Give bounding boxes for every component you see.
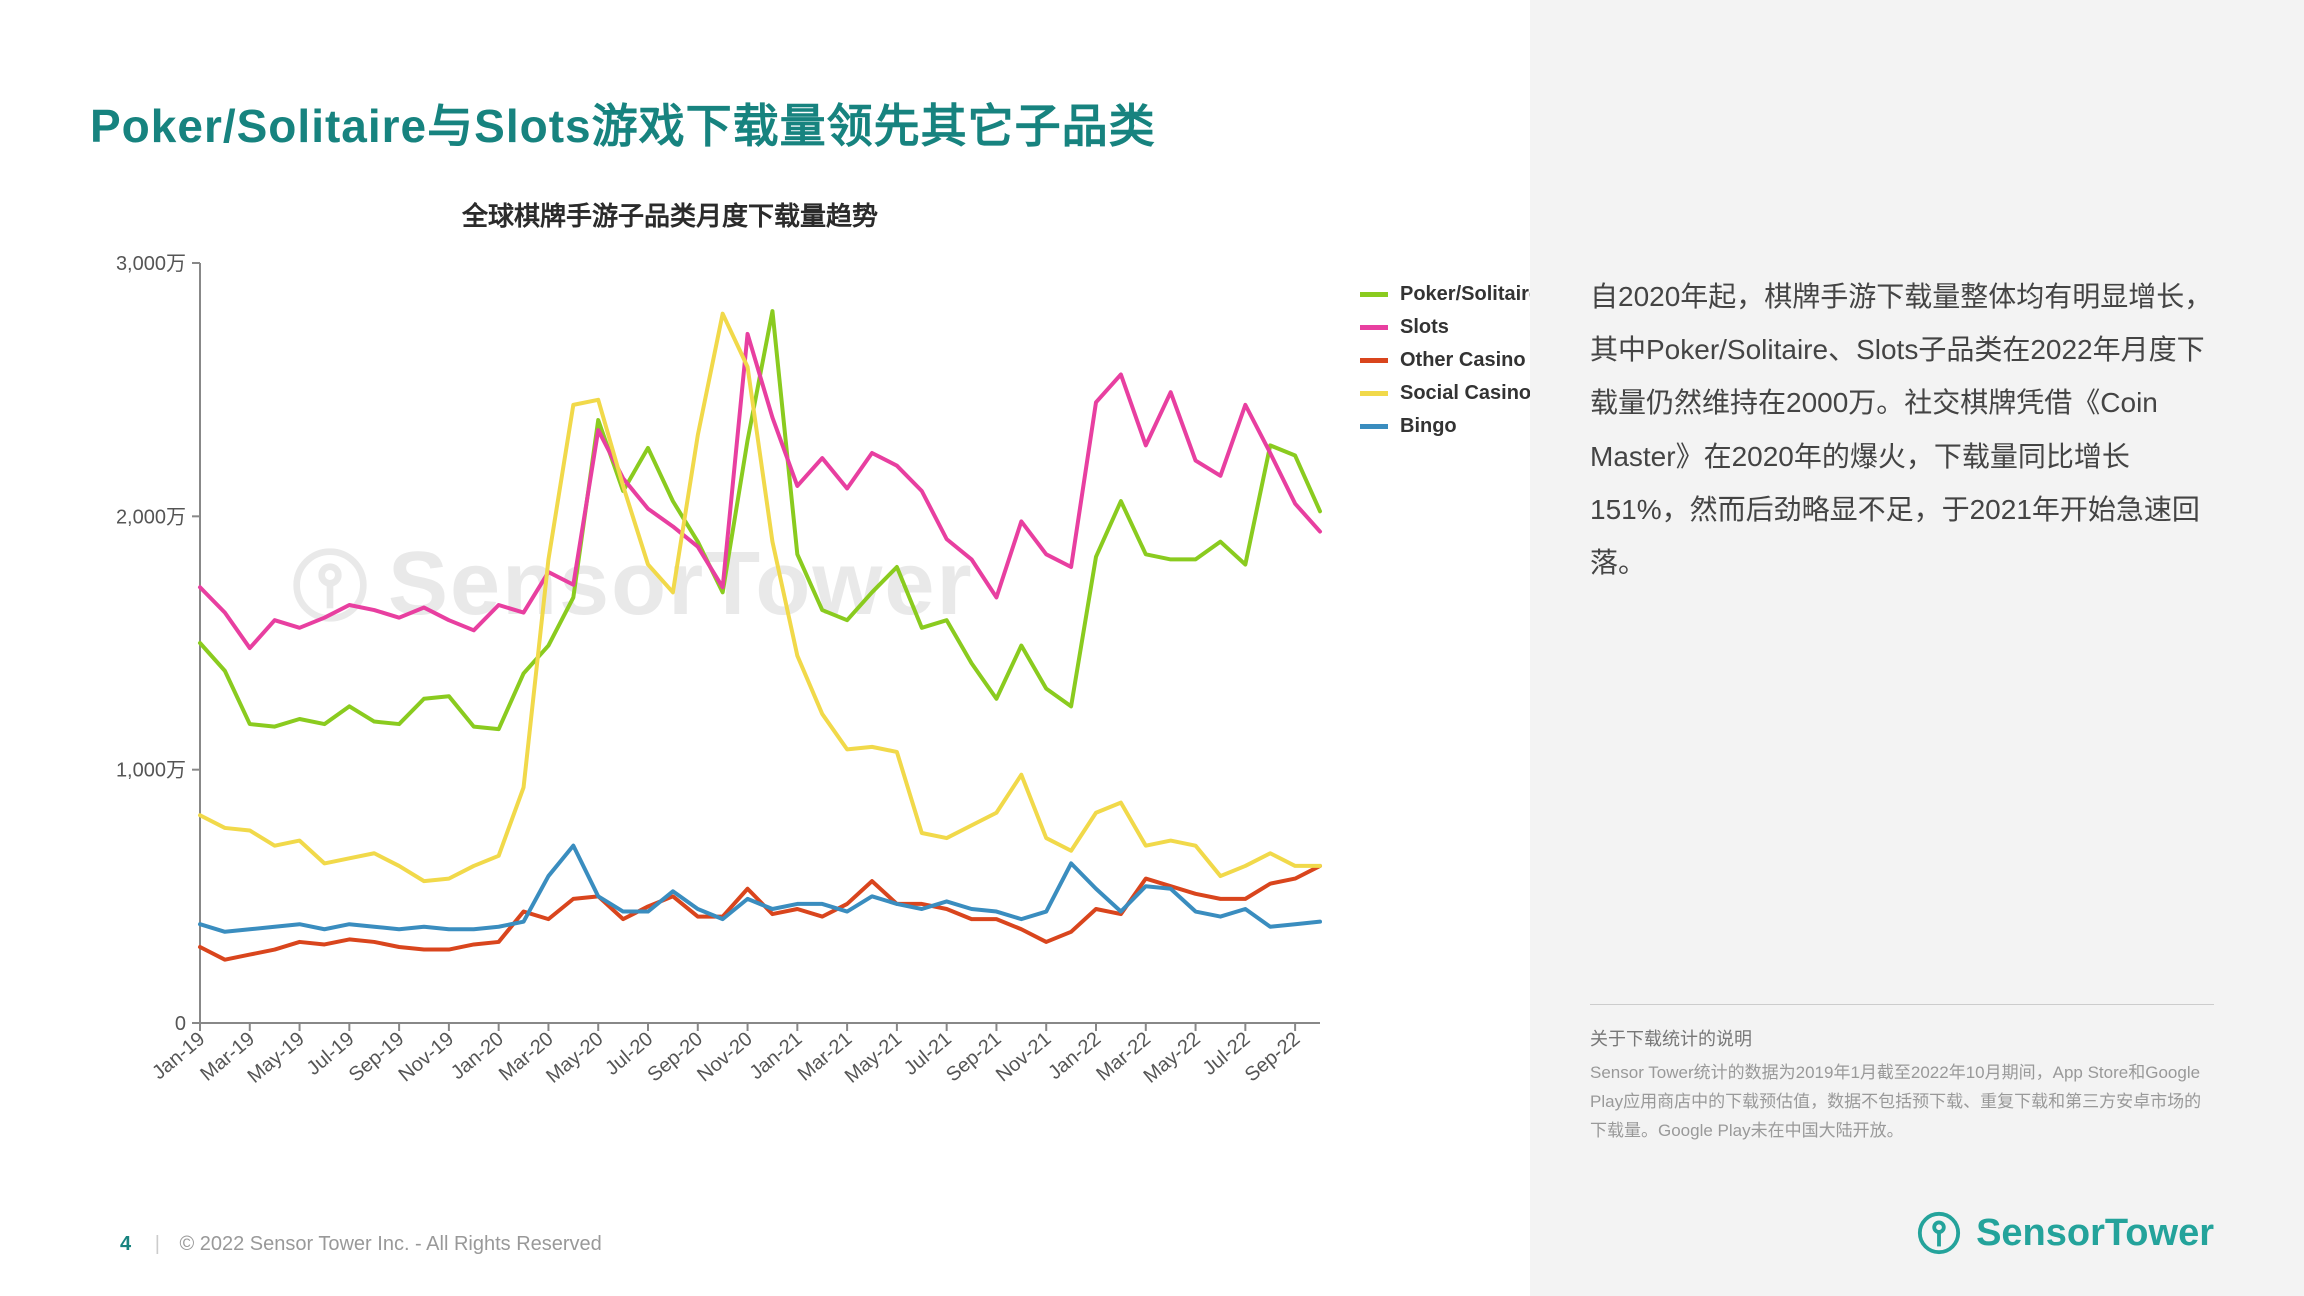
page-number: 4	[120, 1233, 131, 1255]
svg-text:Sep-19: Sep-19	[345, 1028, 409, 1086]
svg-text:May-22: May-22	[1140, 1028, 1205, 1088]
chart-title: 全球棋牌手游子品类月度下载量趋势	[120, 196, 1220, 233]
svg-text:Nov-21: Nov-21	[992, 1028, 1056, 1086]
legend-item: Bingo	[1360, 415, 1540, 438]
brand-logo: SensorTower	[1916, 1210, 2214, 1256]
page-footer: 4 | © 2022 Sensor Tower Inc. - All Right…	[120, 1233, 602, 1256]
legend-item: Social Casino	[1360, 382, 1540, 405]
svg-text:3,000万: 3,000万	[116, 253, 186, 275]
svg-text:Sep-20: Sep-20	[643, 1028, 707, 1086]
svg-text:Nov-19: Nov-19	[395, 1028, 459, 1086]
svg-text:Nov-20: Nov-20	[693, 1028, 757, 1086]
footnote-body: Sensor Tower统计的数据为2019年1月截至2022年10月期间，Ap…	[1590, 1059, 2214, 1146]
svg-text:Sep-21: Sep-21	[942, 1028, 1006, 1086]
svg-text:2,000万: 2,000万	[116, 506, 186, 528]
svg-text:May-19: May-19	[244, 1028, 309, 1088]
svg-text:Jan-22: Jan-22	[1044, 1028, 1105, 1084]
footnote-title: 关于下载统计的说明	[1590, 1025, 2214, 1051]
svg-text:May-20: May-20	[542, 1028, 607, 1088]
line-chart: SensorTower 01,000万2,000万3,000万Jan-19Mar…	[90, 253, 1490, 1103]
page-title: Poker/Solitaire与Slots游戏下载量领先其它子品类	[90, 90, 1490, 156]
chart-container: 全球棋牌手游子品类月度下载量趋势 SensorTower 01,000万2,00…	[90, 196, 1490, 1103]
description-text: 自2020年起，棋牌手游下载量整体均有明显增长，其中Poker/Solitair…	[1590, 270, 2214, 589]
svg-text:Jan-19: Jan-19	[148, 1028, 209, 1084]
svg-text:Jan-20: Jan-20	[447, 1028, 508, 1084]
svg-text:1,000万: 1,000万	[116, 760, 186, 782]
svg-text:May-21: May-21	[841, 1028, 906, 1088]
legend-item: Poker/Solitaire	[1360, 283, 1540, 306]
legend-item: Slots	[1360, 316, 1540, 339]
footnote-block: 关于下载统计的说明 Sensor Tower统计的数据为2019年1月截至202…	[1590, 1004, 2214, 1146]
svg-text:Sep-22: Sep-22	[1241, 1028, 1305, 1086]
chart-legend: Poker/Solitaire Slots Other Casino Social C…	[1360, 283, 1540, 448]
legend-item: Other Casino	[1360, 349, 1540, 372]
svg-text:0: 0	[175, 1013, 186, 1035]
svg-text:Jan-21: Jan-21	[746, 1028, 807, 1084]
copyright-text: © 2022 Sensor Tower Inc. - All Rights Re…	[179, 1233, 601, 1255]
